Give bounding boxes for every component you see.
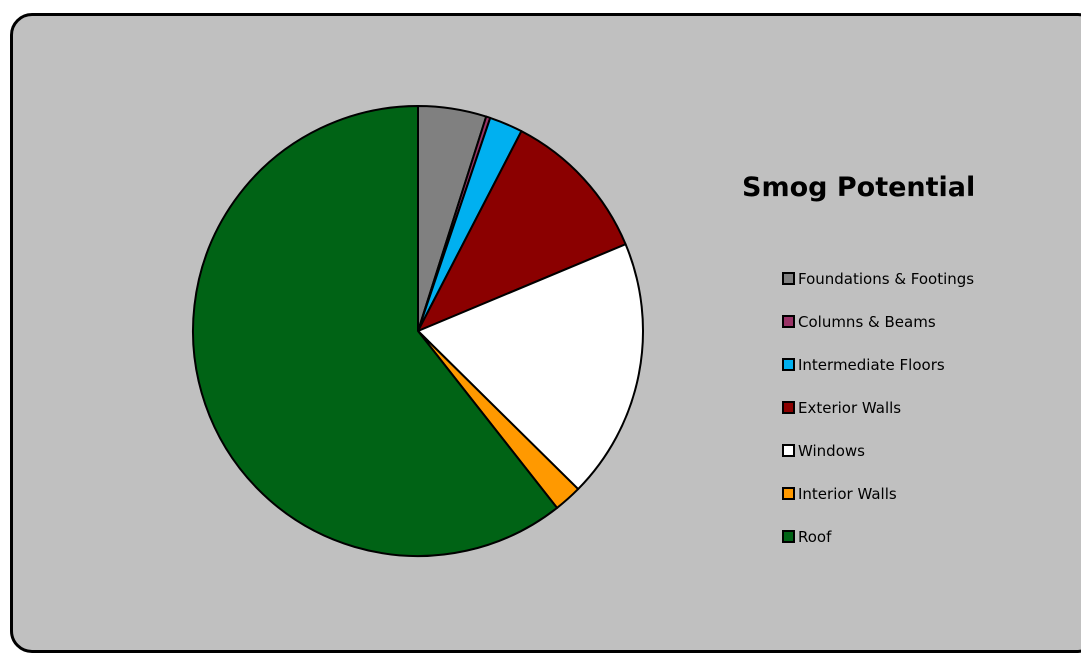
- legend-item-foundations-footings: Foundations & Footings: [782, 257, 974, 300]
- legend-label: Interior Walls: [798, 484, 897, 503]
- pie-slices: [192, 105, 644, 557]
- legend-swatch: [782, 272, 795, 285]
- legend: Foundations & Footings Columns & Beams Int…: [782, 257, 974, 558]
- legend-label: Columns & Beams: [798, 312, 936, 331]
- legend-swatch: [782, 315, 795, 328]
- legend-item-windows: Windows: [782, 429, 974, 472]
- legend-label: Roof: [798, 527, 832, 546]
- legend-swatch: [782, 487, 795, 500]
- legend-swatch: [782, 401, 795, 414]
- legend-swatch: [782, 444, 795, 457]
- legend-item-interior-walls: Interior Walls: [782, 472, 974, 515]
- legend-item-exterior-walls: Exterior Walls: [782, 386, 974, 429]
- chart-title: Smog Potential: [742, 172, 976, 203]
- legend-swatch: [782, 358, 795, 371]
- legend-item-roof: Roof: [782, 515, 974, 558]
- legend-label: Intermediate Floors: [798, 355, 945, 374]
- legend-item-intermediate-floors: Intermediate Floors: [782, 343, 974, 386]
- pie-slice-exterior-walls: [417, 130, 627, 332]
- legend-label: Foundations & Footings: [798, 269, 975, 288]
- pie-chart: [192, 105, 644, 557]
- legend-label: Windows: [798, 441, 865, 460]
- legend-swatch: [782, 530, 795, 543]
- pie-slice-windows: [417, 243, 644, 491]
- pie-slice-roof: [192, 105, 559, 557]
- legend-item-columns-beams: Columns & Beams: [782, 300, 974, 343]
- legend-label: Exterior Walls: [798, 398, 902, 417]
